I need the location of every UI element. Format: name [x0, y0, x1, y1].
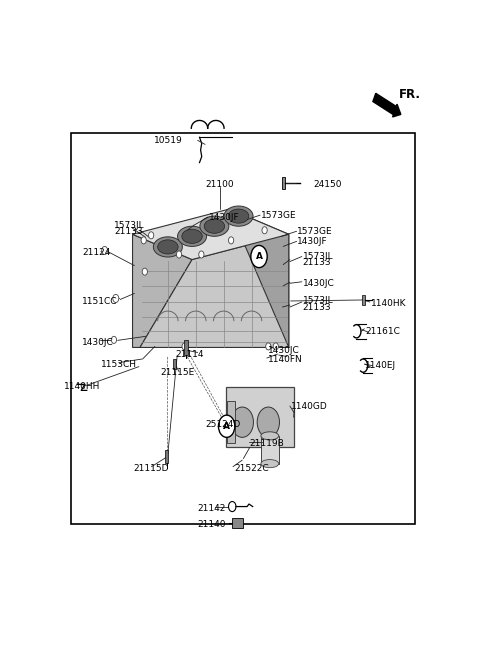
Ellipse shape — [224, 206, 253, 226]
Ellipse shape — [154, 237, 182, 257]
Polygon shape — [132, 234, 192, 348]
Ellipse shape — [261, 432, 279, 440]
Text: 21133: 21133 — [302, 302, 331, 312]
Text: 1140HH: 1140HH — [64, 382, 100, 392]
Text: 1430JC: 1430JC — [267, 346, 300, 355]
Ellipse shape — [261, 460, 279, 468]
Ellipse shape — [204, 219, 225, 234]
Bar — [227, 401, 235, 443]
Bar — [232, 518, 243, 528]
Text: 1573JL: 1573JL — [302, 252, 333, 261]
Text: 1430JC: 1430JC — [302, 279, 334, 288]
Circle shape — [257, 407, 279, 438]
Circle shape — [182, 343, 187, 350]
Circle shape — [141, 237, 146, 244]
Circle shape — [148, 232, 154, 239]
Ellipse shape — [182, 229, 202, 243]
Text: FR.: FR. — [398, 89, 420, 102]
Circle shape — [273, 343, 278, 350]
Polygon shape — [140, 234, 289, 348]
Text: 1140FN: 1140FN — [267, 355, 302, 364]
Bar — [71, 133, 415, 524]
Text: 21522C: 21522C — [234, 464, 269, 473]
Circle shape — [199, 251, 204, 258]
Text: 21115E: 21115E — [160, 368, 195, 377]
Ellipse shape — [200, 216, 229, 236]
Bar — [184, 340, 188, 354]
Circle shape — [228, 501, 236, 512]
Text: 1140GD: 1140GD — [290, 401, 327, 411]
Text: 21133: 21133 — [114, 227, 143, 236]
Bar — [173, 359, 177, 369]
Text: 21124: 21124 — [83, 249, 111, 258]
Text: 1430JF: 1430JF — [209, 213, 240, 222]
Circle shape — [228, 237, 234, 244]
Ellipse shape — [228, 209, 249, 223]
Bar — [226, 387, 294, 447]
Circle shape — [251, 245, 267, 268]
Text: 1573JL: 1573JL — [302, 297, 333, 306]
Text: 1153CH: 1153CH — [101, 360, 137, 369]
Ellipse shape — [178, 226, 206, 247]
Bar — [165, 450, 168, 462]
Text: 21114: 21114 — [175, 350, 204, 359]
FancyArrow shape — [373, 93, 401, 117]
Circle shape — [218, 415, 235, 438]
Bar — [261, 436, 279, 464]
Text: 21100: 21100 — [205, 180, 234, 190]
Text: 10519: 10519 — [154, 136, 183, 145]
Text: 1573GE: 1573GE — [297, 227, 333, 236]
Polygon shape — [132, 209, 289, 260]
Text: 21161C: 21161C — [365, 327, 400, 336]
Text: 25124D: 25124D — [205, 420, 240, 429]
Text: 1573JL: 1573JL — [114, 220, 144, 230]
Text: 1151CC: 1151CC — [83, 297, 118, 306]
Text: 1140HK: 1140HK — [371, 299, 406, 308]
Text: 21133: 21133 — [302, 258, 331, 267]
Text: 21142: 21142 — [198, 504, 226, 512]
Ellipse shape — [157, 240, 178, 254]
Circle shape — [266, 343, 271, 350]
Text: 1430JF: 1430JF — [297, 237, 328, 246]
Polygon shape — [229, 209, 289, 348]
Text: A: A — [223, 422, 230, 431]
Text: 21140: 21140 — [198, 520, 226, 529]
Text: 21115D: 21115D — [133, 464, 169, 473]
Circle shape — [177, 251, 181, 258]
Text: 21119B: 21119B — [250, 439, 285, 448]
Circle shape — [113, 295, 119, 302]
Circle shape — [111, 337, 117, 343]
Circle shape — [231, 407, 253, 438]
Text: A: A — [255, 252, 263, 261]
Circle shape — [142, 268, 147, 276]
Bar — [282, 177, 286, 190]
Bar — [362, 295, 365, 305]
Text: 24150: 24150 — [313, 180, 341, 190]
Circle shape — [102, 247, 108, 255]
Text: 1140EJ: 1140EJ — [365, 361, 396, 370]
Text: 1573GE: 1573GE — [261, 211, 297, 220]
Circle shape — [262, 227, 267, 234]
Text: 1430JC: 1430JC — [83, 338, 114, 347]
